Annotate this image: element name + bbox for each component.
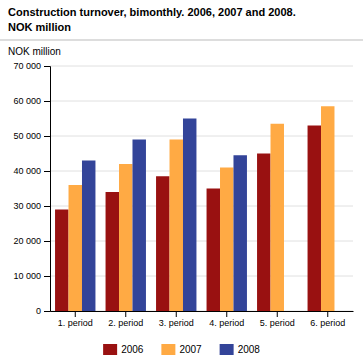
legend-label: 2007 bbox=[179, 344, 202, 355]
x-tick-label: 5. period bbox=[260, 318, 295, 328]
x-tick: 6. period bbox=[310, 311, 345, 328]
x-tick-label: 6. period bbox=[310, 318, 345, 328]
grid-line bbox=[50, 101, 353, 102]
y-tick-label: 50 000 bbox=[13, 131, 41, 141]
bar bbox=[257, 154, 270, 312]
legend-label: 2006 bbox=[121, 344, 144, 355]
y-tick-mark bbox=[44, 311, 50, 312]
bar bbox=[119, 164, 132, 311]
x-tick: 4. period bbox=[209, 311, 244, 328]
legend-item: 2006 bbox=[103, 344, 144, 355]
legend-item: 2008 bbox=[220, 344, 261, 355]
legend: 2006 2007 2008 bbox=[103, 344, 260, 355]
x-tick-mark bbox=[226, 311, 227, 317]
legend-item: 2007 bbox=[161, 344, 202, 355]
x-tick: 3. period bbox=[159, 311, 194, 328]
x-tick: 1. period bbox=[58, 311, 93, 328]
x-tick: 2. period bbox=[108, 311, 143, 328]
bar bbox=[156, 176, 169, 311]
x-tick-mark bbox=[176, 311, 177, 317]
y-axis-label: NOK million bbox=[8, 46, 61, 57]
y-tick-mark bbox=[44, 136, 50, 137]
bar bbox=[308, 126, 321, 312]
x-axis-line bbox=[51, 311, 354, 312]
y-tick-label: 60 000 bbox=[13, 96, 41, 106]
bar bbox=[132, 140, 145, 312]
y-tick: 30 000 bbox=[13, 201, 50, 211]
y-tick: 20 000 bbox=[13, 236, 50, 246]
grid-line bbox=[50, 66, 353, 67]
y-tick: 0 bbox=[36, 306, 50, 316]
y-tick: 50 000 bbox=[13, 131, 50, 141]
x-tick-label: 4. period bbox=[209, 318, 244, 328]
title: Construction turnover, bimonthly. 2006, … bbox=[8, 6, 296, 18]
y-tick-label: 20 000 bbox=[13, 236, 41, 246]
y-tick: 70 000 bbox=[13, 61, 50, 71]
bars bbox=[55, 106, 334, 311]
x-tick-label: 1. period bbox=[58, 318, 93, 328]
x-tick-mark bbox=[75, 311, 76, 317]
separator bbox=[0, 40, 363, 41]
y-tick: 10 000 bbox=[13, 271, 50, 281]
y-axis-line bbox=[44, 67, 51, 312]
y-tick-mark bbox=[44, 101, 50, 102]
y-tick-label: 0 bbox=[36, 306, 41, 316]
bar bbox=[271, 124, 284, 311]
bar bbox=[207, 189, 220, 312]
subtitle: NOK million bbox=[8, 21, 71, 33]
x-tick: 5. period bbox=[260, 311, 295, 328]
series bbox=[82, 119, 247, 312]
bar bbox=[82, 161, 95, 312]
plot: 0 10 000 20 000 30 000 40 000 50 000 60 000 70 … bbox=[13, 61, 353, 328]
x-tick-mark bbox=[277, 311, 278, 317]
x-tick-label: 3. period bbox=[159, 318, 194, 328]
bar bbox=[220, 168, 233, 312]
bar bbox=[233, 155, 246, 311]
bar bbox=[183, 119, 196, 312]
y-tick-mark bbox=[44, 206, 50, 207]
y-tick-label: 40 000 bbox=[13, 166, 41, 176]
grid bbox=[50, 66, 353, 311]
bar bbox=[106, 192, 119, 311]
x-tick-label: 2. period bbox=[108, 318, 143, 328]
bar bbox=[170, 140, 183, 312]
y-tick: 40 000 bbox=[13, 166, 50, 176]
y-tick-mark bbox=[44, 66, 50, 67]
chart: Construction turnover, bimonthly. 2006, … bbox=[0, 0, 363, 363]
x-tick-mark bbox=[125, 311, 126, 317]
legend-label: 2008 bbox=[238, 344, 261, 355]
bar bbox=[55, 210, 68, 312]
y-tick-mark bbox=[44, 276, 50, 277]
legend-swatch bbox=[103, 344, 117, 355]
y-tick-label: 30 000 bbox=[13, 201, 41, 211]
y-tick: 60 000 bbox=[13, 96, 50, 106]
x-axis: 1. period 2. period 3. period 4. period 5. p… bbox=[51, 311, 354, 328]
bar bbox=[69, 185, 82, 311]
y-tick-label: 10 000 bbox=[13, 271, 41, 281]
series bbox=[69, 106, 335, 311]
y-tick-mark bbox=[44, 171, 50, 172]
y-axis: 0 10 000 20 000 30 000 40 000 50 000 60 000 70 … bbox=[13, 61, 50, 316]
x-tick-mark bbox=[327, 311, 328, 317]
legend-swatch bbox=[161, 344, 175, 355]
bar bbox=[321, 106, 334, 311]
legend-swatch bbox=[220, 344, 234, 355]
y-tick-label: 70 000 bbox=[13, 61, 41, 71]
y-tick-mark bbox=[44, 241, 50, 242]
